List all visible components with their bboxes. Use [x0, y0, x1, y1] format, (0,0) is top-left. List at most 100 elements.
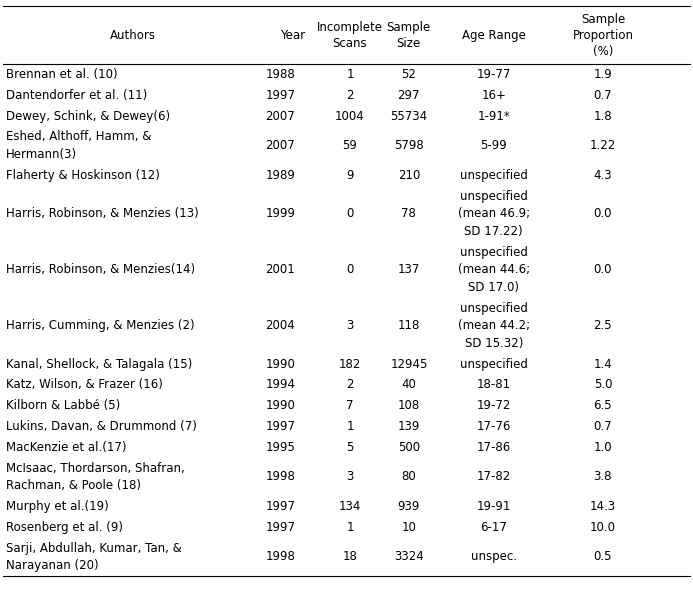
- Text: 1.0: 1.0: [594, 441, 612, 454]
- Text: 2: 2: [346, 89, 353, 102]
- Text: 1004: 1004: [335, 110, 365, 122]
- Text: Dantendorfer et al. (11): Dantendorfer et al. (11): [6, 89, 147, 102]
- Text: 80: 80: [401, 470, 416, 484]
- Text: Brennan et al. (10): Brennan et al. (10): [6, 68, 117, 81]
- Text: 52: 52: [401, 68, 416, 81]
- Text: 10: 10: [401, 521, 416, 534]
- Text: 1: 1: [346, 420, 353, 433]
- Text: 2.5: 2.5: [594, 319, 612, 332]
- Text: 1.9: 1.9: [593, 68, 613, 81]
- Text: 17-76: 17-76: [477, 420, 511, 433]
- Text: 1997: 1997: [265, 89, 295, 102]
- Text: Kanal, Shellock, & Talagala (15): Kanal, Shellock, & Talagala (15): [6, 358, 192, 371]
- Text: MacKenzie et al.(17): MacKenzie et al.(17): [6, 441, 126, 454]
- Text: 1.4: 1.4: [593, 358, 613, 371]
- Text: 3.8: 3.8: [594, 470, 612, 484]
- Text: 1989: 1989: [265, 169, 295, 182]
- Text: unspecified: unspecified: [460, 246, 527, 258]
- Text: 1988: 1988: [265, 68, 295, 81]
- Text: 18-81: 18-81: [477, 378, 511, 391]
- Text: 16+: 16+: [482, 89, 506, 102]
- Text: 2001: 2001: [265, 263, 295, 276]
- Text: 108: 108: [398, 399, 420, 412]
- Text: 19-72: 19-72: [477, 399, 511, 412]
- Text: 0.5: 0.5: [594, 551, 612, 564]
- Text: 0.0: 0.0: [594, 263, 612, 276]
- Text: Katz, Wilson, & Frazer (16): Katz, Wilson, & Frazer (16): [6, 378, 162, 391]
- Text: 19-91: 19-91: [477, 500, 511, 513]
- Text: 1990: 1990: [265, 399, 295, 412]
- Text: Murphy et al.(19): Murphy et al.(19): [6, 500, 108, 513]
- Text: 118: 118: [398, 319, 420, 332]
- Text: Age Range: Age Range: [462, 29, 526, 42]
- Text: 2004: 2004: [265, 319, 295, 332]
- Text: Authors: Authors: [110, 29, 157, 42]
- Text: 6.5: 6.5: [594, 399, 612, 412]
- Text: 134: 134: [339, 500, 361, 513]
- Text: unspecified: unspecified: [460, 169, 527, 182]
- Text: 0.7: 0.7: [594, 420, 612, 433]
- Text: 1990: 1990: [265, 358, 295, 371]
- Text: 500: 500: [398, 441, 420, 454]
- Text: 0.0: 0.0: [594, 207, 612, 220]
- Text: (mean 44.2;: (mean 44.2;: [457, 319, 530, 332]
- Text: 0.7: 0.7: [594, 89, 612, 102]
- Text: 1998: 1998: [265, 470, 295, 484]
- Text: unspecified: unspecified: [460, 189, 527, 203]
- Text: McIsaac, Thordarson, Shafran,: McIsaac, Thordarson, Shafran,: [6, 462, 184, 475]
- Text: Dewey, Schink, & Dewey(6): Dewey, Schink, & Dewey(6): [6, 110, 170, 122]
- Text: 1997: 1997: [265, 420, 295, 433]
- Text: 59: 59: [342, 139, 358, 152]
- Text: 939: 939: [398, 500, 420, 513]
- Text: 3324: 3324: [394, 551, 423, 564]
- Text: 1.22: 1.22: [590, 139, 616, 152]
- Text: 18: 18: [342, 551, 358, 564]
- Text: 1-91*: 1-91*: [477, 110, 510, 122]
- Text: 2: 2: [346, 378, 353, 391]
- Text: 78: 78: [401, 207, 416, 220]
- Text: 137: 137: [398, 263, 420, 276]
- Text: 1: 1: [346, 521, 353, 534]
- Text: Flaherty & Hoskinson (12): Flaherty & Hoskinson (12): [6, 169, 159, 182]
- Text: Sample
Size: Sample Size: [387, 21, 431, 49]
- Text: 182: 182: [339, 358, 361, 371]
- Text: 9: 9: [346, 169, 353, 182]
- Text: Incomplete
Scans: Incomplete Scans: [317, 21, 383, 49]
- Text: 17-86: 17-86: [477, 441, 511, 454]
- Text: (mean 46.9;: (mean 46.9;: [457, 207, 530, 220]
- Text: Hermann(3): Hermann(3): [6, 148, 77, 161]
- Text: 4.3: 4.3: [594, 169, 612, 182]
- Text: Harris, Robinson, & Menzies (13): Harris, Robinson, & Menzies (13): [6, 207, 198, 220]
- Text: Harris, Cumming, & Menzies (2): Harris, Cumming, & Menzies (2): [6, 319, 194, 332]
- Text: 5: 5: [346, 441, 353, 454]
- Text: 2007: 2007: [265, 139, 295, 152]
- Text: 139: 139: [398, 420, 420, 433]
- Text: SD 17.22): SD 17.22): [464, 225, 523, 238]
- Text: 0: 0: [346, 207, 353, 220]
- Text: Kilborn & Labbé (5): Kilborn & Labbé (5): [6, 399, 120, 412]
- Text: 3: 3: [346, 319, 353, 332]
- Text: 1998: 1998: [265, 551, 295, 564]
- Text: unspecified: unspecified: [460, 302, 527, 315]
- Text: 1999: 1999: [265, 207, 295, 220]
- Text: Rachman, & Poole (18): Rachman, & Poole (18): [6, 479, 141, 492]
- Text: 55734: 55734: [390, 110, 428, 122]
- Text: Lukins, Davan, & Drummond (7): Lukins, Davan, & Drummond (7): [6, 420, 196, 433]
- Text: 40: 40: [401, 378, 416, 391]
- Text: 10.0: 10.0: [590, 521, 616, 534]
- Text: Harris, Robinson, & Menzies(14): Harris, Robinson, & Menzies(14): [6, 263, 195, 276]
- Text: 2007: 2007: [265, 110, 295, 122]
- Text: 210: 210: [398, 169, 420, 182]
- Text: 19-77: 19-77: [477, 68, 511, 81]
- Text: unspecified: unspecified: [460, 358, 527, 371]
- Text: (mean 44.6;: (mean 44.6;: [457, 263, 530, 276]
- Text: 1: 1: [346, 68, 353, 81]
- Text: 5798: 5798: [394, 139, 423, 152]
- Text: Eshed, Althoff, Hamm, &: Eshed, Althoff, Hamm, &: [6, 131, 151, 143]
- Text: Sample
Proportion
(%): Sample Proportion (%): [572, 12, 633, 58]
- Text: 1997: 1997: [265, 500, 295, 513]
- Text: 1.8: 1.8: [594, 110, 612, 122]
- Text: Year: Year: [280, 29, 306, 42]
- Text: 3: 3: [346, 470, 353, 484]
- Text: SD 17.0): SD 17.0): [468, 281, 519, 294]
